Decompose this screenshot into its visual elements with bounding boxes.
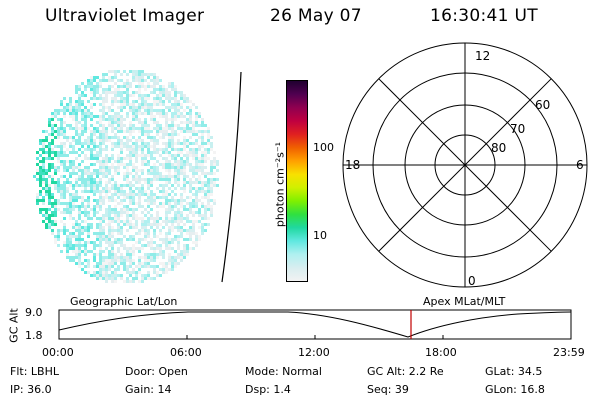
info-filter: Flt: LBHL <box>10 365 59 378</box>
timeline-ytick-9: 9.0 <box>25 306 43 319</box>
mlt-label-0: 0 <box>468 274 476 288</box>
timeline-right-title: Apex MLat/MLT <box>423 295 506 308</box>
timeline-xtick-0000: 00:00 <box>42 346 74 359</box>
info-door: Door: Open <box>125 365 188 378</box>
info-gc-alt: GC Alt: 2.2 Re <box>367 365 444 378</box>
info-glat: GLat: 34.5 <box>485 365 543 378</box>
info-ip: IP: 36.0 <box>10 383 52 396</box>
colorbar-gradient <box>287 81 307 281</box>
timeline-left-title: Geographic Lat/Lon <box>70 295 178 308</box>
lat-label-60: 60 <box>535 98 550 112</box>
info-glon: GLon: 16.8 <box>485 383 545 396</box>
timeline-xtick-2359: 23:59 <box>553 346 585 359</box>
info-mode: Mode: Normal <box>245 365 322 378</box>
polar-diagonal-2 <box>378 78 552 252</box>
lat-label-80: 80 <box>491 141 506 155</box>
timeline-ytick-1.8: 1.8 <box>25 329 43 342</box>
timeline-xtick-1200: 12:00 <box>298 346 330 359</box>
info-dsp: Dsp: 1.4 <box>245 383 291 396</box>
colorbar-unit-label: photon cm⁻²s⁻¹ <box>273 141 287 228</box>
mlt-label-18: 18 <box>345 158 360 172</box>
terminator-line <box>221 71 242 283</box>
mlt-label-12: 12 <box>475 49 490 63</box>
timeline-ylabel: GC Alt <box>7 308 21 343</box>
instrument-title: Ultraviolet Imager <box>45 6 205 26</box>
altitude-curve <box>58 311 572 338</box>
timeline-xtick-0600: 06:00 <box>170 346 202 359</box>
image-time: 16:30:41 UT <box>430 6 538 26</box>
colorbar-tick-10: 10 <box>313 229 327 242</box>
timeline-plot <box>58 309 572 340</box>
polar-plot: 12 18 6 0 60 70 80 <box>342 42 588 288</box>
info-seq: Seq: 39 <box>367 383 409 396</box>
info-gain: Gain: 14 <box>125 383 172 396</box>
mlt-label-6: 6 <box>576 158 584 172</box>
uv-earth-image <box>33 70 242 283</box>
image-date: 26 May 07 <box>270 6 362 26</box>
lat-label-70: 70 <box>510 122 525 136</box>
colorbar-tick-100: 100 <box>313 141 334 154</box>
timeline-xtick-1800: 18:00 <box>425 346 457 359</box>
colorbar <box>286 80 308 282</box>
